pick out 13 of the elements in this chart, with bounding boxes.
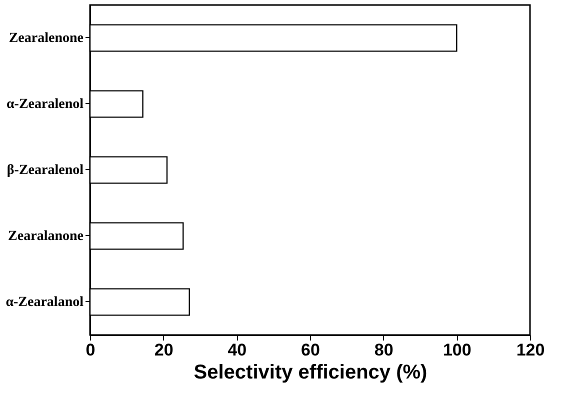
x-tick-label: 80: [374, 340, 394, 360]
y-tick-label: α-Zearalenol: [6, 97, 84, 112]
x-tick-label: 0: [86, 340, 96, 360]
x-tick-label: 60: [301, 340, 320, 360]
x-tick-label: 40: [228, 340, 247, 360]
x-tick-label: 20: [154, 340, 174, 360]
y-tick-label: Zearalanone: [8, 229, 84, 244]
x-tick-label: 100: [442, 340, 472, 360]
y-tick-label: Zearalenone: [8, 31, 84, 46]
y-tick-label: β-Zearalenol: [6, 163, 84, 178]
x-tick-label: 120: [516, 340, 545, 360]
x-axis-title: Selectivity efficiency (%): [194, 362, 428, 384]
y-tick-label: α-Zearalanol: [6, 295, 84, 310]
